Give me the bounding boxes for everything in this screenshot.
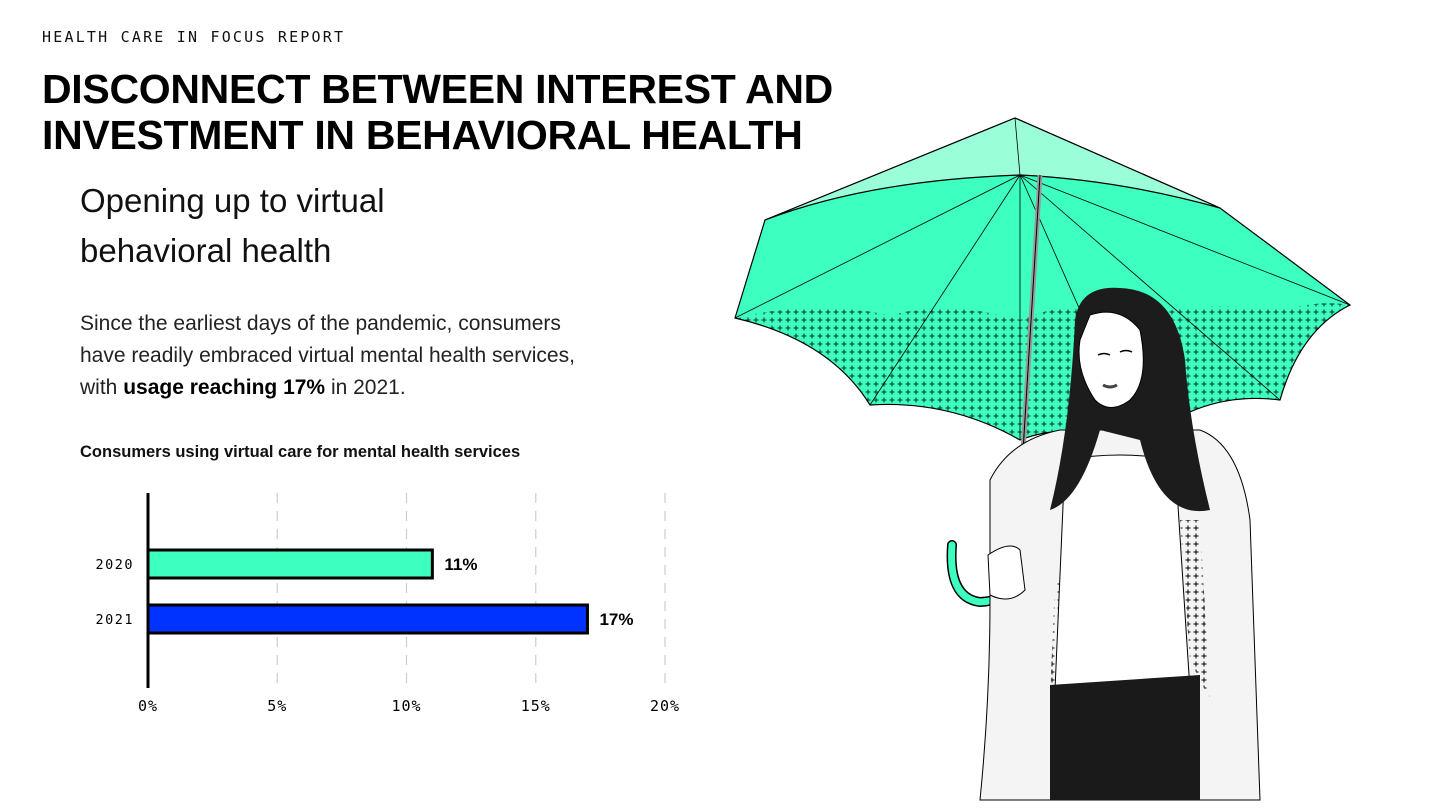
subtitle-line-1: Opening up to virtual: [80, 182, 385, 219]
report-kicker: HEALTH CARE IN FOCUS REPORT: [42, 28, 346, 46]
body-line-3-pre: with: [80, 376, 124, 399]
x-tick-label: 5%: [267, 697, 287, 715]
body-line-1: Since the earliest days of the pandemic,…: [80, 312, 561, 335]
y-category-label: 2020: [95, 557, 134, 573]
umbrella-icon: [734, 117, 1352, 608]
subtitle-line-2: behavioral health: [80, 232, 332, 269]
bar-value-label: 17%: [599, 610, 633, 629]
bar-value-label: 11%: [444, 555, 477, 574]
x-tick-label: 0%: [138, 697, 158, 715]
title-line-2: INVESTMENT IN BEHAVIORAL HEALTH: [42, 112, 803, 158]
body-highlight: usage reaching 17%: [123, 376, 326, 399]
body-line-2: have readily embraced virtual mental hea…: [80, 344, 575, 367]
page-title: DISCONNECT BETWEEN INTEREST AND INVESTME…: [42, 66, 942, 158]
y-category-label: 2021: [95, 612, 134, 628]
bar-chart: 2020 11% 2021 17% 0% 5% 10% 15% 20%: [95, 493, 680, 715]
x-tick-label: 15%: [521, 697, 551, 715]
title-line-1: DISCONNECT BETWEEN INTEREST AND: [42, 66, 833, 112]
woman-figure: [979, 287, 1261, 801]
bar-2021: [146, 603, 589, 635]
x-tick-label: 20%: [650, 697, 680, 715]
body-text: Since the earliest days of the pandemic,…: [80, 308, 660, 404]
x-tick-label: 10%: [391, 697, 421, 715]
bar-2020: [146, 548, 434, 580]
body-line-3: with usage reaching 17% in 2021.: [80, 372, 660, 404]
body-line-3-post: in 2021.: [325, 376, 406, 399]
woman-with-umbrella-illustration: [734, 117, 1352, 801]
section-subtitle: Opening up to virtual behavioral health: [80, 176, 385, 276]
chart-title: Consumers using virtual care for mental …: [80, 443, 521, 461]
